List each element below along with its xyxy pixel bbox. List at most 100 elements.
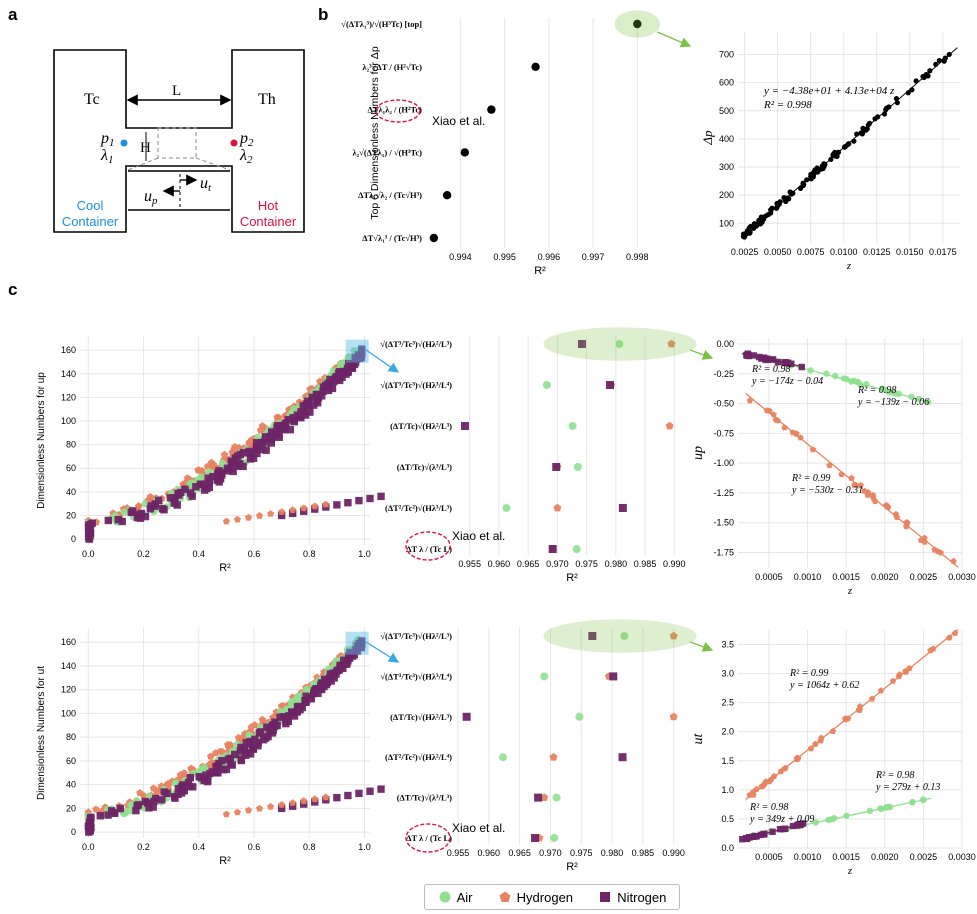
c1_fit-axes: 0.0005 0.0010 0.0015 0.0020 0.0025 0.0030 0.00… — [691, 338, 976, 597]
c2_fit-point-hydrogen — [906, 665, 913, 671]
c1_scatter-point-nitrogen — [186, 489, 195, 497]
c2_fit-point-hydrogen — [946, 634, 953, 641]
c1_scatter-point-nitrogen — [104, 516, 113, 525]
c1_fit-equation-hydrogen: y = −530z − 0.31 — [791, 485, 863, 496]
c1_fit-point-air — [857, 381, 864, 388]
legend-item-nitrogen: Nitrogen — [598, 890, 666, 905]
c2_fit-point-hydrogen — [766, 778, 773, 785]
c2_dot-point-nitrogen — [618, 753, 627, 762]
c1_scatter-point-hydrogen — [267, 510, 275, 517]
c1_scatter-point-nitrogen — [236, 460, 244, 468]
t-hot-label: Th — [258, 91, 276, 108]
b-fit-point — [812, 170, 818, 176]
c2_scatter-point-nitrogen — [242, 739, 251, 747]
c1_scatter-point-nitrogen — [166, 494, 175, 502]
b_fit-ytick-label: 500 — [719, 106, 734, 116]
c1_scatter-point-nitrogen — [223, 464, 232, 473]
c2_scatter-point-nitrogen — [152, 794, 160, 803]
c1_scatter-point-nitrogen — [333, 501, 341, 509]
c1_fit-point-air — [895, 390, 902, 398]
c2_fit-point-hydrogen — [812, 740, 819, 747]
c2_fit-point-nitrogen — [776, 825, 784, 833]
c2_scatter-xtick-label: 0.4 — [193, 842, 206, 852]
b-fit-point — [881, 111, 888, 117]
b-fit-point — [854, 131, 860, 137]
c1_scatter-point-nitrogen — [158, 505, 167, 513]
c2_dot-point-hydrogen — [669, 631, 678, 640]
c1_fit-xtick-label: 0.0015 — [832, 572, 860, 582]
c1_scatter-point-nitrogen — [227, 457, 235, 465]
c1_fit-point-air — [807, 367, 814, 374]
c1_fit-xtick-label: 0.0030 — [948, 572, 976, 582]
length-label: L — [172, 83, 181, 99]
c1_scatter-ytick-label: 120 — [61, 392, 76, 402]
c1_scatter-point-nitrogen — [319, 387, 327, 396]
c2_fit-point-hydrogen — [753, 785, 760, 792]
c2_dot-category-label: √(ΔT³/Tc³)√(Hλ²/L³) — [380, 631, 452, 641]
c2_scatter-point-nitrogen — [228, 761, 237, 769]
b-fit-point — [933, 61, 939, 68]
c2_dot-xiao-ellipse — [405, 823, 451, 853]
c2_fit-point-hydrogen — [930, 645, 937, 652]
c1_dot-point-nitrogen — [606, 381, 614, 389]
c2_scatter-point-nitrogen — [264, 732, 272, 741]
c2_fit-axes: 0.0005 0.0010 0.0015 0.0020 0.0025 0.0030 0.0 0… — [691, 628, 976, 877]
c2_scatter-point-hydrogen — [92, 805, 100, 813]
c1_scatter-point-nitrogen — [344, 499, 352, 507]
c1_scatter-point-nitrogen — [147, 502, 155, 510]
c1_scatter-point-nitrogen — [266, 432, 275, 441]
c2_scatter-ylabel: Dimensionless Numbers for ut — [36, 666, 47, 800]
b-fit-point — [860, 130, 866, 136]
c2_fit-point-air — [883, 804, 891, 811]
b-fit-point — [760, 214, 766, 220]
c2_scatter-highlight-square — [345, 631, 369, 655]
c1_scatter-point-nitrogen — [338, 373, 346, 381]
c2_dot-point-hydrogen — [549, 753, 558, 761]
b-dot-ylabel: Top 6 Dimensionless Numbers for Δp — [369, 46, 381, 219]
c1_fit-point-hydrogen — [746, 397, 754, 404]
c2_fit-fit-line-hydrogen — [745, 628, 959, 801]
c1_scatter-point-hydrogen — [220, 450, 229, 458]
b-fit-point — [774, 204, 780, 210]
c1_scatter-point-nitrogen — [281, 426, 289, 434]
c2_scatter-point-nitrogen — [366, 787, 374, 795]
c2_dot-point-nitrogen — [588, 632, 597, 640]
c2_scatter-point-nitrogen — [339, 664, 347, 673]
c1_fit-point-air — [880, 386, 888, 393]
b-fit-point — [936, 57, 942, 64]
c2_scatter-point-hydrogen — [245, 806, 252, 814]
b-fit-point — [828, 156, 834, 162]
c1_dot-xtick-label: 0.960 — [488, 559, 511, 569]
b-fit-point — [835, 149, 842, 155]
c1_scatter-point-nitrogen — [306, 408, 314, 416]
b-fit-point — [818, 166, 824, 172]
c2_dot-point-nitrogen — [462, 712, 471, 721]
c1_fit-ytick-label: -1.75 — [713, 548, 734, 558]
c1_fit-point-nitrogen — [769, 356, 777, 363]
c1_dot-point-hydrogen — [665, 421, 674, 430]
c1_dot-point-nitrogen — [548, 545, 557, 553]
c2_scatter-point-nitrogen — [328, 671, 336, 679]
b-dot-category-label: √(ΔTλ₁³)/√(H³Tc) [top] — [341, 19, 422, 29]
c2_dot-category-label: (ΔT/Tc)√(Hλ²/L³) — [390, 712, 452, 722]
c2_scatter-point-hydrogen — [136, 789, 144, 797]
c2_scatter-point-nitrogen — [320, 675, 329, 684]
c2_fit-point-hydrogen — [895, 673, 903, 680]
c2_fit-point-hydrogen — [877, 687, 885, 694]
b-fit-point — [894, 100, 900, 106]
c2_dot-point-air — [550, 834, 559, 842]
c2_scatter-point-nitrogen — [96, 812, 105, 820]
legend: Air Hydrogen Nitrogen — [424, 884, 680, 910]
c2_fit-equation-hydrogen: y = 1064z + 0.62 — [789, 680, 859, 691]
b_dot-xtick-label: 0.996 — [538, 252, 561, 262]
c1_dot-xtick-label: 0.990 — [663, 559, 686, 569]
c1_fit-point-hydrogen — [869, 491, 877, 498]
c1_scatter-point-nitrogen — [118, 517, 126, 526]
zoom-box — [157, 127, 197, 159]
c2_fit-ytick-label: 3.5 — [721, 640, 734, 650]
c2_fit-point-air — [825, 816, 832, 824]
c2_scatter-point-nitrogen — [219, 765, 228, 774]
c1_fit-point-hydrogen — [857, 482, 864, 489]
b-fit-point — [864, 126, 870, 132]
c1_fit-xlabel: z — [847, 585, 853, 597]
